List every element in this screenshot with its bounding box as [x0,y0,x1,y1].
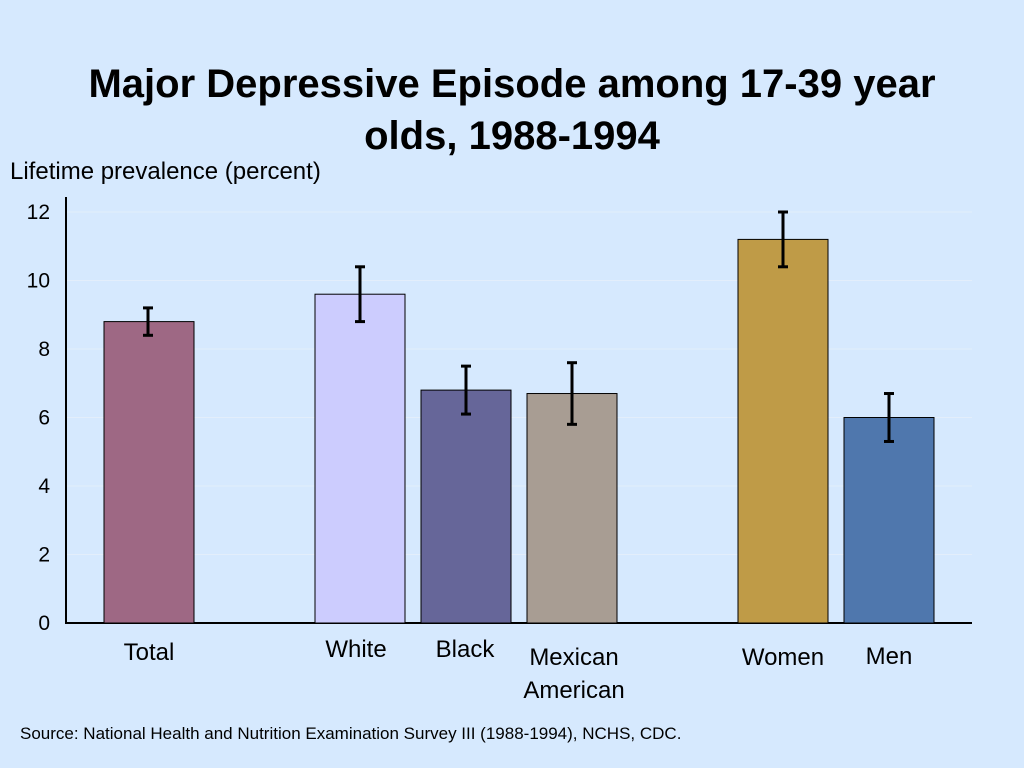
y-tick-label: 8 [38,338,50,361]
y-tick-label: 10 [27,270,50,293]
category-label: Total [124,639,175,666]
chart-title: Major Depressive Episode among 17-39 yea… [0,58,1024,162]
bar [526,393,618,624]
category-label: Women [742,644,824,671]
y-tick-label: 4 [38,475,50,498]
bar [843,417,935,624]
y-axis-label: Lifetime prevalence (percent) [10,158,321,185]
source-note: Source: National Health and Nutrition Ex… [20,724,682,743]
category-label: Black [436,636,496,663]
bar [420,389,512,624]
y-tick-label: 6 [38,407,50,430]
bar-chart: 0 2 4 6 8 10 12 Total White Black Mexican American W… [27,197,972,704]
bar [737,238,829,624]
bar [103,321,195,624]
y-tick-label: 12 [27,201,50,224]
category-label: White [325,636,386,663]
chart-title-line-2: olds, 1988-1994 [364,114,660,158]
chart-title-line-1: Major Depressive Episode among 17-39 yea… [88,62,936,106]
y-tick-label: 2 [38,544,50,567]
category-label: American [523,677,624,704]
category-label: Mexican [529,644,618,671]
category-label: Men [866,643,913,670]
y-tick-label: 0 [38,612,50,635]
bar [314,293,406,624]
